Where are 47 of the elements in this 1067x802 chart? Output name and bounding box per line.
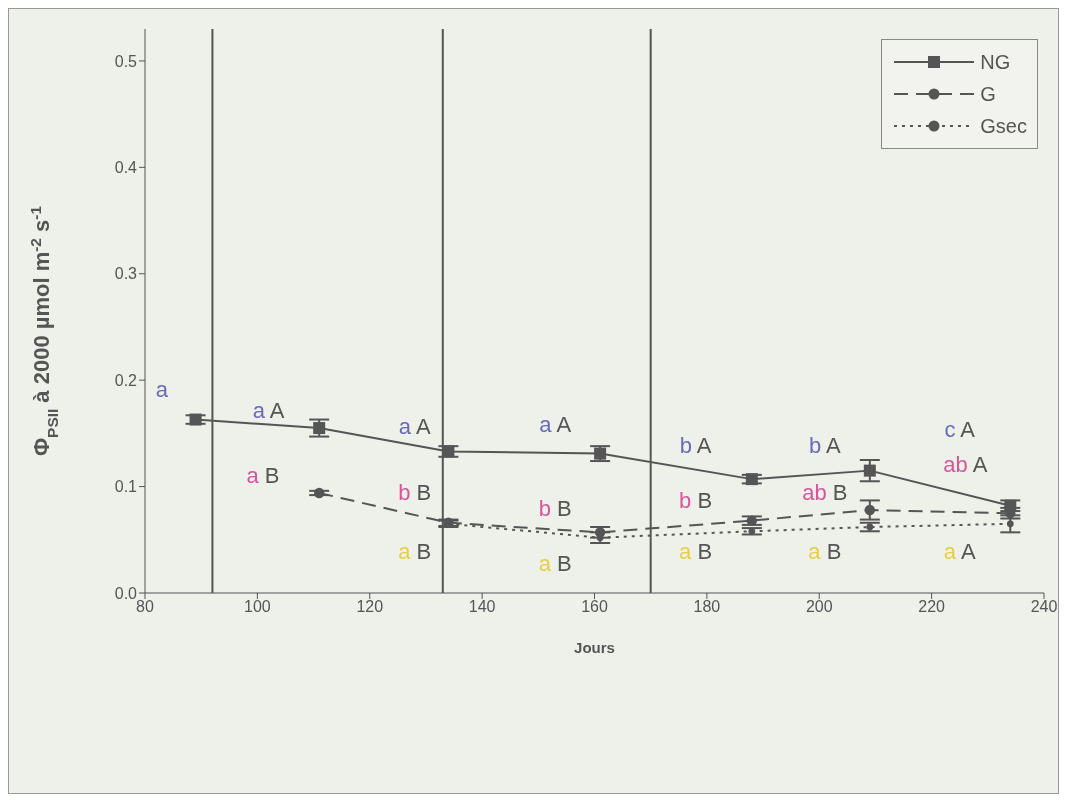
annotation: a A [252, 397, 285, 423]
y-tick-label: 0.0 [114, 584, 138, 602]
annotation: a [155, 376, 169, 402]
x-tick-label: 240 [1030, 598, 1058, 616]
x-tick-label: 100 [244, 598, 271, 616]
x-tick-label: 220 [918, 598, 946, 616]
x-tick-label: 120 [356, 598, 384, 616]
legend-label: NG [980, 50, 1011, 74]
x-axis-title: Jours [574, 639, 615, 656]
y-tick-label: 0.1 [114, 478, 138, 496]
annotation: ab A [943, 451, 988, 477]
point [442, 445, 455, 458]
annotation: b B [538, 495, 572, 521]
annotation: c A [944, 416, 976, 442]
annotation: a B [679, 539, 713, 564]
y-tick-label: 0.2 [114, 371, 138, 389]
x-tick-label: 180 [693, 598, 721, 616]
annotation: b A [679, 432, 712, 458]
y-tick-label: 0.3 [114, 265, 138, 283]
legend-label: G [980, 82, 996, 106]
point [864, 504, 876, 516]
legend-label: Gsec [980, 114, 1027, 138]
annotation: ab B [802, 479, 848, 505]
y-tick-label: 0.5 [114, 52, 138, 70]
point [594, 447, 607, 460]
point [863, 464, 876, 477]
point [745, 473, 758, 486]
point [1006, 520, 1014, 528]
point [746, 515, 758, 526]
point [313, 487, 325, 499]
y-tick-label: 0.4 [114, 159, 138, 177]
x-tick-label: 160 [581, 598, 608, 616]
annotation: a A [539, 411, 572, 437]
point [189, 413, 202, 426]
x-tick-label: 140 [468, 598, 496, 616]
annotation: b B [398, 479, 432, 505]
annotation: a A [943, 539, 976, 564]
annotation: a B [538, 550, 572, 576]
point [313, 422, 326, 435]
annotation: b A [808, 432, 842, 458]
x-tick-label: 80 [136, 598, 154, 616]
x-tick-label: 200 [805, 598, 833, 616]
annotation: a B [398, 539, 432, 564]
annotation: a B [808, 539, 842, 564]
annotation: a A [398, 413, 431, 439]
annotation: a B [246, 462, 280, 488]
annotation: b B [679, 487, 713, 513]
